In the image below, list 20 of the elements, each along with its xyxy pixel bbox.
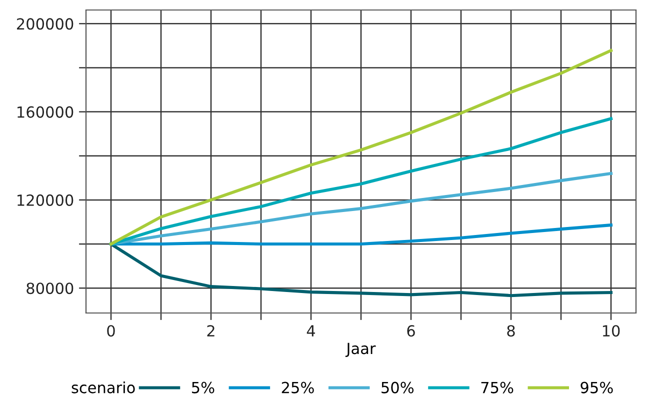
y-tick-label: 120000	[18, 194, 74, 206]
line-series	[109, 172, 613, 246]
legend-label: 75%	[481, 382, 514, 394]
x-tick-label: 10	[602, 325, 620, 337]
x-tick-label: 4	[306, 325, 316, 336]
x-tick-label: 2	[207, 325, 214, 336]
y-tick-label: 160000	[18, 106, 74, 118]
x-axis-title: Jaar	[345, 342, 376, 358]
legend-label: 5%	[192, 382, 214, 394]
x-tick-label: 0	[107, 325, 115, 337]
line-series	[109, 49, 613, 246]
legend-title: scenario	[72, 382, 135, 394]
x-tick-label: 6	[407, 325, 415, 337]
legend-label: 95%	[580, 382, 613, 394]
y-tick-label: 80000	[26, 282, 74, 294]
y-tick-label: 200000	[16, 18, 74, 30]
legend-label: 25%	[282, 382, 314, 394]
legend-label: 50%	[382, 382, 414, 394]
line-series	[109, 242, 613, 298]
x-tick-label: 8	[507, 325, 515, 337]
